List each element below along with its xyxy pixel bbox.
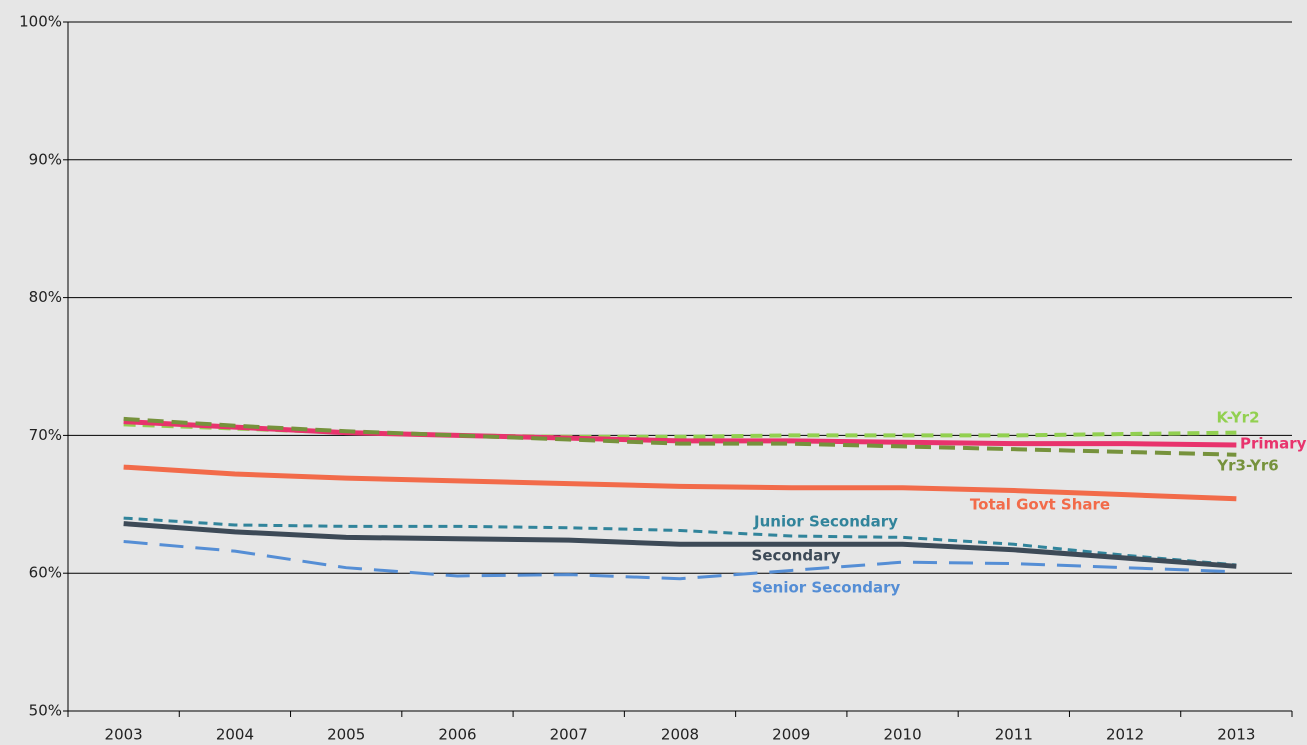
x-tick-label: 2010 [883, 726, 921, 744]
series-line [123, 540, 1237, 581]
series-line [123, 419, 1237, 448]
x-tick-label: 2009 [772, 726, 810, 744]
x-tick-label: 2006 [438, 726, 476, 744]
series-line [123, 422, 1237, 439]
series-label: Total Govt Share [970, 496, 1110, 514]
series-label: Yr3-Yr6 [1216, 457, 1278, 475]
y-tick-label: 70% [29, 426, 62, 444]
x-tick-label: 2007 [550, 726, 588, 744]
x-tick-label: 2011 [995, 726, 1033, 744]
x-tick-label: 2005 [327, 726, 365, 744]
y-tick-label: 90% [29, 150, 62, 168]
series-label: Secondary [752, 547, 841, 565]
y-tick-label: 80% [29, 288, 62, 306]
series-line [123, 521, 1237, 569]
series-label: K-Yr2 [1216, 409, 1259, 427]
series-line [123, 516, 1237, 567]
y-tick-label: 100% [19, 13, 62, 31]
y-tick-label: 50% [29, 702, 62, 720]
x-tick-label: 2012 [1106, 726, 1144, 744]
series-line [123, 464, 1237, 502]
x-tick-label: 2008 [661, 726, 699, 744]
x-tick-label: 2003 [105, 726, 143, 744]
series-label: Junior Secondary [753, 513, 898, 531]
series-line [123, 416, 1237, 457]
y-tick-label: 60% [29, 564, 62, 582]
x-tick-label: 2013 [1217, 726, 1255, 744]
series-label: Senior Secondary [752, 579, 901, 597]
x-tick-label: 2004 [216, 726, 254, 744]
series-label: Primary [1240, 435, 1307, 453]
